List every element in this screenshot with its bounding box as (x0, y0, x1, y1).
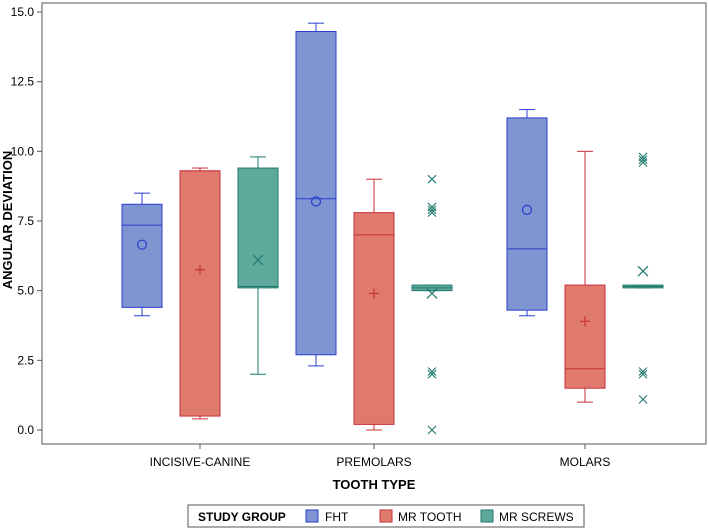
outlier-marker (427, 174, 437, 184)
outlier-marker (638, 369, 648, 379)
mean-marker (521, 204, 533, 215)
x-tick-label: MOLARS (560, 455, 611, 469)
legend: STUDY GROUP FHT MR TOOTH MR SCREWS (187, 504, 585, 528)
box-body (295, 31, 337, 356)
mean-marker (580, 316, 590, 327)
outlier-marker (638, 394, 648, 404)
box-mr-tooth-2 (564, 150, 606, 403)
mean-marker (136, 239, 148, 250)
legend-title: STUDY GROUP (198, 510, 286, 524)
box-body (564, 284, 606, 389)
outlier-marker (427, 367, 437, 376)
box-mr-screws-0 (237, 156, 279, 375)
y-tick-label: 2.5 (17, 353, 34, 367)
x-tick-label: INCISIVE-CANINE (150, 455, 251, 469)
box-mr-screws-1 (411, 174, 453, 435)
box-fht-2 (506, 109, 548, 317)
y-tick-label: 0.0 (17, 423, 34, 437)
box-fht-0 (121, 192, 163, 317)
mean-marker (310, 196, 322, 207)
y-axis: 0.0 2.5 5.0 7.5 10.0 12.5 15.0 (11, 5, 42, 437)
outlier-marker (427, 205, 437, 215)
legend-swatch-fht (305, 509, 319, 523)
outlier-marker (427, 369, 437, 379)
box-series-group (121, 22, 664, 435)
mean-marker (195, 264, 205, 275)
outlier-marker (638, 155, 648, 165)
box-body (121, 203, 163, 308)
box-body (353, 212, 395, 425)
legend-swatch-mr-screws (480, 509, 494, 523)
y-tick-label: 10.0 (11, 144, 35, 158)
outlier-marker (427, 202, 437, 212)
outlier-marker (638, 367, 648, 376)
y-tick-label: 12.5 (11, 75, 35, 89)
box-mr-tooth-1 (353, 178, 395, 431)
x-axis-title: TOOTH TYPE (333, 477, 416, 492)
y-tick-label: 7.5 (17, 214, 34, 228)
legend-label-mr-tooth: MR TOOTH (398, 510, 462, 524)
box-fht-1 (295, 22, 337, 367)
legend-swatch-mr-tooth (379, 509, 393, 523)
y-tick-label: 15.0 (11, 5, 35, 19)
x-tick-label: PREMOLARS (336, 455, 411, 469)
box-body (179, 170, 221, 417)
legend-label-mr-screws: MR SCREWS (499, 510, 574, 524)
box-mr-tooth-0 (179, 167, 221, 420)
mean-marker (252, 254, 264, 266)
outlier-marker (427, 425, 437, 435)
outlier-marker (638, 152, 648, 162)
y-tick-label: 5.0 (17, 284, 34, 298)
mean-marker (637, 265, 649, 277)
legend-label-fht: FHT (325, 510, 349, 524)
y-axis-title: ANGULAR DEVIATION (0, 151, 15, 289)
mean-marker (369, 288, 379, 299)
box-mr-screws-2 (622, 152, 664, 404)
mean-marker (426, 288, 438, 299)
box-body (237, 167, 279, 289)
x-axis: INCISIVE-CANINE PREMOLARS MOLARS (150, 444, 611, 469)
